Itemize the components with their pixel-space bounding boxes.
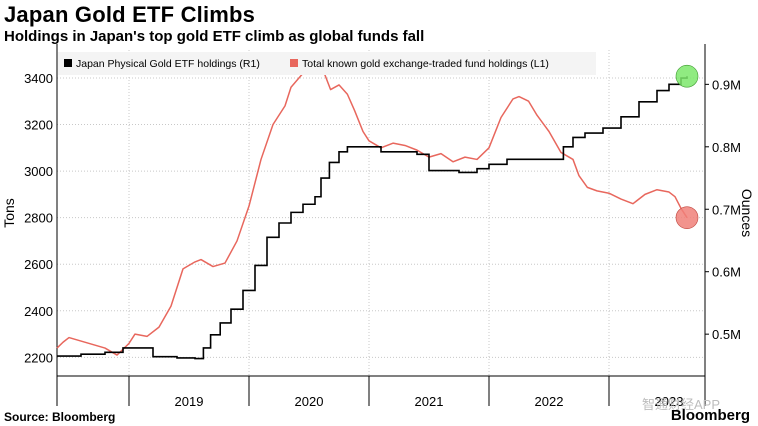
chart-title: Japan Gold ETF Climbs	[4, 2, 256, 27]
grid	[57, 50, 705, 376]
right-axis-tick-label: 0.6M	[712, 265, 741, 280]
right-axis-tick-label: 0.5M	[712, 327, 741, 342]
left-axis-tick-label: 2400	[24, 304, 53, 319]
source-note: Source: Bloomberg	[4, 410, 116, 424]
chart-subtitle: Holdings in Japan's top gold ETF climb a…	[4, 28, 425, 45]
axes: 2200 2400 2600 2800 3000 3200 3400 0.5M 0.6M 0.7M…	[1, 44, 755, 409]
x-axis-tick-label: 2022	[535, 394, 564, 409]
left-axis-title: Tons	[1, 198, 17, 228]
right-axis-tick-label: 0.7M	[712, 202, 741, 217]
right-axis-title: Ounces	[739, 189, 755, 237]
legend-label-global: Total known gold exchange-traded fund ho…	[302, 58, 549, 70]
brand-logo: Bloomberg	[670, 407, 750, 424]
left-axis-tick-label: 2200	[24, 350, 53, 365]
legend: Japan Physical Gold ETF holdings (R1) Tot…	[58, 52, 596, 75]
left-axis-tick-label: 2800	[24, 211, 53, 226]
legend-swatch-japan	[64, 59, 72, 67]
x-axis-tick-label: 2019	[175, 394, 204, 409]
endpoint-marker-global	[675, 206, 699, 229]
series-layer	[56, 64, 699, 360]
x-axis-tick-label: 2021	[415, 394, 444, 409]
x-axis-tick-label: 2023	[655, 394, 684, 409]
legend-box	[58, 52, 596, 75]
legend-label-japan: Japan Physical Gold ETF holdings (R1)	[76, 58, 260, 70]
legend-swatch-global	[290, 59, 298, 67]
endpoint-marker-japan	[675, 64, 699, 88]
left-axis-tick-label: 2600	[24, 257, 53, 272]
right-axis-tick-label: 0.9M	[712, 77, 741, 92]
left-axis-tick-label: 3400	[24, 71, 53, 86]
left-axis-tick-label: 3000	[24, 164, 53, 179]
right-axis-tick-label: 0.8M	[712, 140, 741, 155]
left-axis-tick-label: 3200	[24, 118, 53, 133]
watermark-text: 智通财经APP	[642, 397, 721, 412]
series-line-global-etf-holdings	[56, 66, 688, 356]
series-line-japan-etf-holdings	[57, 76, 688, 360]
x-axis-tick-label: 2020	[295, 394, 324, 409]
